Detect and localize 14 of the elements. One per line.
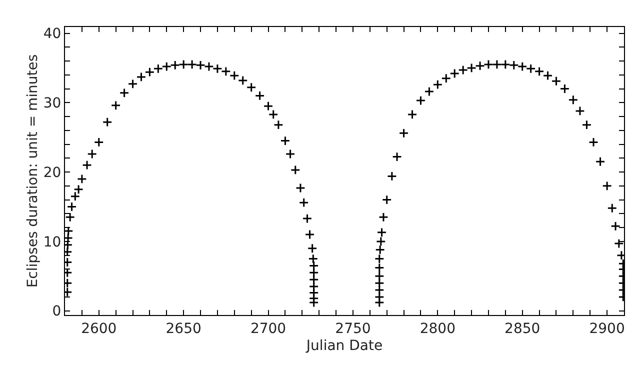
y-tick-label: 20 bbox=[43, 164, 62, 181]
x-tick-label: 2850 bbox=[504, 320, 540, 337]
x-axis-title: Julian Date bbox=[305, 338, 383, 354]
y-axis-title: Eclipses duration: unit = minutes bbox=[24, 54, 41, 288]
x-tick-label: 2750 bbox=[335, 320, 371, 337]
x-tick-label: 2600 bbox=[81, 320, 117, 337]
x-tick-label: 2650 bbox=[166, 320, 202, 337]
x-tick-label: 2700 bbox=[250, 320, 286, 337]
y-tick-label: 40 bbox=[43, 26, 62, 42]
x-tick-label: 2800 bbox=[420, 320, 456, 337]
y-tick-label: 30 bbox=[43, 96, 62, 112]
x-tick-label: 2900 bbox=[589, 320, 625, 337]
y-tick-label: 0 bbox=[52, 304, 62, 320]
y-tick-label: 10 bbox=[43, 234, 62, 250]
